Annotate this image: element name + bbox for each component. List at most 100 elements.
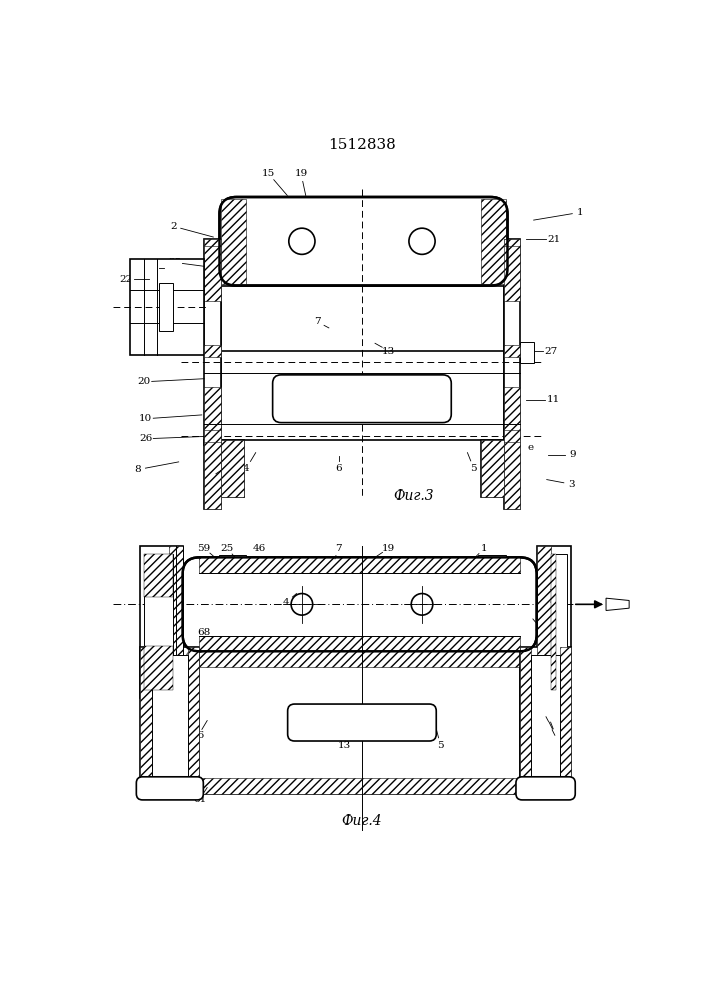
Text: 40: 40 [186,650,199,659]
Bar [503,440,520,509]
Text: 1: 1 [576,208,583,217]
Text: 21: 21 [547,235,561,244]
Text: 49: 49 [144,263,158,272]
Text: 14: 14 [549,732,563,740]
Bar [481,440,503,497]
Bar [199,557,520,573]
Bar [144,646,173,690]
Bar [221,440,244,497]
Bar [204,440,221,509]
Bar [537,546,551,698]
Text: 46: 46 [253,544,266,553]
Text: 3: 3 [568,480,575,489]
Bar [169,546,182,698]
Bar [199,651,520,667]
Text: 25: 25 [221,544,234,553]
Text: 30: 30 [546,724,559,733]
Bar [204,387,221,445]
Bar [503,430,520,442]
Bar [221,286,503,440]
Bar [188,647,199,794]
Bar [221,440,244,497]
Text: 5: 5 [437,741,444,750]
Text: Фиг.3: Фиг.3 [393,489,434,503]
Bar [199,636,520,651]
Bar [199,651,520,794]
Bar [144,554,173,690]
Text: 4: 4 [284,598,290,607]
Text: 7: 7 [314,317,320,326]
Text: 30: 30 [549,732,563,740]
Text: Фиг.4: Фиг.4 [341,814,382,828]
Bar [537,546,571,698]
Text: 15: 15 [262,169,276,178]
Text: 35: 35 [534,624,547,633]
FancyBboxPatch shape [516,777,575,800]
Text: 62: 62 [199,641,212,650]
Text: 22: 22 [119,275,133,284]
Bar [218,555,247,561]
Text: 1: 1 [481,544,488,553]
Bar [481,440,503,497]
Bar [503,345,520,357]
Bar [204,239,221,301]
Bar [140,546,182,698]
Bar [551,554,567,690]
Bar [560,647,571,794]
FancyBboxPatch shape [273,375,451,423]
Bar [503,239,520,445]
Text: 1512838: 1512838 [328,138,396,152]
Text: 6: 6 [336,464,342,473]
Bar [140,647,152,794]
Bar [204,239,221,445]
FancyBboxPatch shape [288,704,436,741]
Text: 14: 14 [551,738,565,747]
Text: 27: 27 [544,347,557,356]
Text: 25: 25 [168,258,182,267]
FancyBboxPatch shape [136,777,204,800]
Bar [204,239,221,246]
Bar [140,647,199,794]
Bar [130,259,204,355]
Bar [481,199,506,284]
Polygon shape [606,598,629,610]
Bar [503,387,520,445]
Text: 61: 61 [193,795,206,804]
Text: 36: 36 [192,732,204,740]
Bar [152,655,188,786]
Text: 59: 59 [197,544,211,553]
Text: 26: 26 [139,434,152,443]
Text: 28: 28 [553,583,566,592]
Bar [478,555,506,561]
Bar [199,778,520,794]
Text: 2: 2 [170,222,177,231]
Text: 10: 10 [139,414,152,423]
Bar [503,440,520,509]
Text: е: е [206,474,213,483]
Text: 7: 7 [335,544,341,553]
Text: 29: 29 [553,598,566,607]
Bar [204,440,221,509]
Text: 13: 13 [382,347,395,356]
Bar [551,554,556,690]
Bar [520,647,532,794]
Bar [503,239,520,301]
Text: 20: 20 [137,377,151,386]
Bar [204,445,221,454]
Bar [204,345,221,357]
Bar [204,430,221,442]
Text: 19: 19 [295,169,308,178]
Text: 13: 13 [338,741,351,750]
Text: 9: 9 [570,450,576,459]
Bar [520,342,534,363]
Text: 5: 5 [470,464,477,473]
Text: 4: 4 [243,464,250,473]
FancyBboxPatch shape [219,197,508,286]
Bar [532,655,560,786]
Bar [158,283,173,331]
Text: е: е [527,443,534,452]
Bar [503,239,520,246]
FancyBboxPatch shape [182,557,537,651]
Text: 8: 8 [134,465,141,474]
Text: 11: 11 [547,395,559,404]
